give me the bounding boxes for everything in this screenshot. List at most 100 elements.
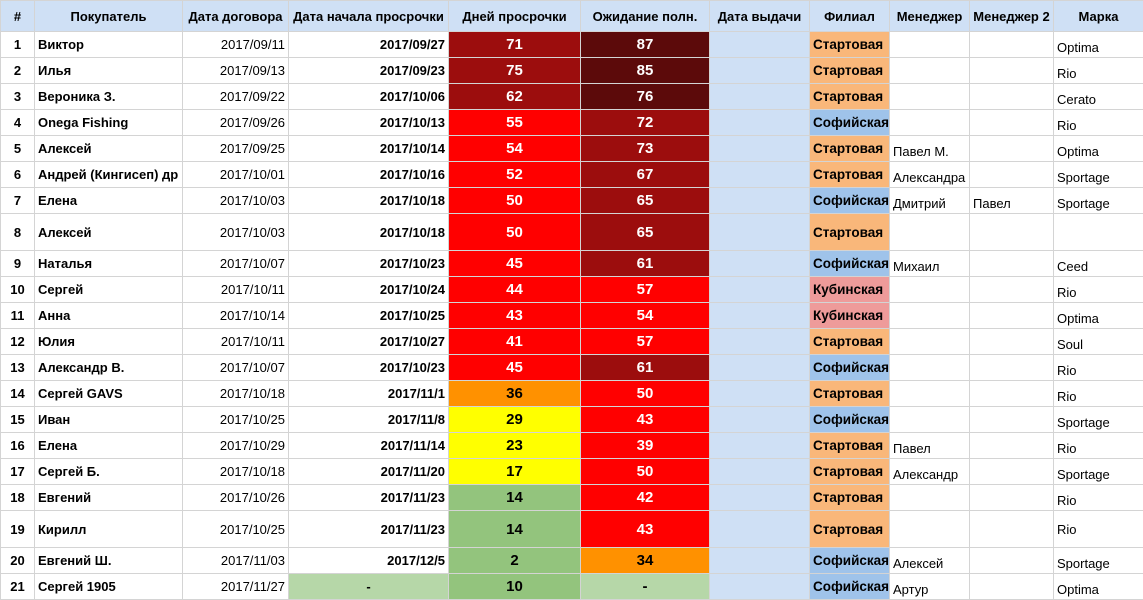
branch-cell[interactable]: Софийская	[810, 188, 890, 214]
branch-cell[interactable]: Кубинская	[810, 303, 890, 329]
buyer-cell[interactable]: Алексей	[35, 136, 183, 162]
manager2-cell[interactable]	[970, 355, 1054, 381]
overdue-days-cell[interactable]: 41	[449, 329, 581, 355]
row-number-cell[interactable]: 8	[1, 214, 35, 251]
header-branch[interactable]: Филиал	[810, 1, 890, 32]
overdue-days-cell[interactable]: 36	[449, 381, 581, 407]
row-number-cell[interactable]: 5	[1, 136, 35, 162]
branch-cell[interactable]: Стартовая	[810, 162, 890, 188]
contract-date-cell[interactable]: 2017/09/25	[183, 136, 289, 162]
branch-cell[interactable]: Стартовая	[810, 84, 890, 110]
branch-cell[interactable]: Стартовая	[810, 329, 890, 355]
issue-date-cell[interactable]	[710, 548, 810, 574]
brand-cell[interactable]: Sportage	[1054, 548, 1143, 574]
brand-cell[interactable]: Sportage	[1054, 407, 1143, 433]
manager2-cell[interactable]	[970, 511, 1054, 548]
issue-date-cell[interactable]	[710, 407, 810, 433]
branch-cell[interactable]: Стартовая	[810, 381, 890, 407]
manager2-cell[interactable]	[970, 574, 1054, 600]
contract-date-cell[interactable]: 2017/10/26	[183, 485, 289, 511]
manager-cell[interactable]	[890, 329, 970, 355]
branch-cell[interactable]: Кубинская	[810, 277, 890, 303]
contract-date-cell[interactable]: 2017/10/03	[183, 214, 289, 251]
header-brand[interactable]: Марка	[1054, 1, 1143, 32]
brand-cell[interactable]: Rio	[1054, 511, 1143, 548]
overdue-days-cell[interactable]: 14	[449, 485, 581, 511]
issue-date-cell[interactable]	[710, 511, 810, 548]
overdue-days-cell[interactable]: 23	[449, 433, 581, 459]
branch-cell[interactable]: Софийская	[810, 251, 890, 277]
row-number-cell[interactable]: 17	[1, 459, 35, 485]
buyer-cell[interactable]: Сергей	[35, 277, 183, 303]
branch-cell[interactable]: Софийская	[810, 407, 890, 433]
overdue-start-cell[interactable]: 2017/10/24	[289, 277, 449, 303]
manager2-cell[interactable]	[970, 433, 1054, 459]
issue-date-cell[interactable]	[710, 433, 810, 459]
buyer-cell[interactable]: Александр В.	[35, 355, 183, 381]
issue-date-cell[interactable]	[710, 329, 810, 355]
header-manager[interactable]: Менеджер	[890, 1, 970, 32]
issue-date-cell[interactable]	[710, 277, 810, 303]
manager-cell[interactable]: Павел	[890, 433, 970, 459]
contract-date-cell[interactable]: 2017/09/26	[183, 110, 289, 136]
overdue-start-cell[interactable]: 2017/10/18	[289, 188, 449, 214]
overdue-start-cell[interactable]: 2017/10/06	[289, 84, 449, 110]
row-number-cell[interactable]: 1	[1, 32, 35, 58]
contract-date-cell[interactable]: 2017/10/01	[183, 162, 289, 188]
buyer-cell[interactable]: Сергей 1905	[35, 574, 183, 600]
brand-cell[interactable]: Rio	[1054, 355, 1143, 381]
overdue-days-cell[interactable]: 75	[449, 58, 581, 84]
manager-cell[interactable]: Павел М.	[890, 136, 970, 162]
branch-cell[interactable]: Стартовая	[810, 459, 890, 485]
brand-cell[interactable]: Optima	[1054, 136, 1143, 162]
row-number-cell[interactable]: 13	[1, 355, 35, 381]
contract-date-cell[interactable]: 2017/09/22	[183, 84, 289, 110]
overdue-start-cell[interactable]: 2017/11/1	[289, 381, 449, 407]
wait-cell[interactable]: 43	[581, 511, 710, 548]
brand-cell[interactable]	[1054, 214, 1143, 251]
overdue-days-cell[interactable]: 45	[449, 251, 581, 277]
manager2-cell[interactable]	[970, 303, 1054, 329]
overdue-start-cell[interactable]: 2017/10/14	[289, 136, 449, 162]
overdue-days-cell[interactable]: 54	[449, 136, 581, 162]
overdue-start-cell[interactable]: -	[289, 574, 449, 600]
manager2-cell[interactable]	[970, 214, 1054, 251]
overdue-start-cell[interactable]: 2017/11/8	[289, 407, 449, 433]
row-number-cell[interactable]: 14	[1, 381, 35, 407]
brand-cell[interactable]: Rio	[1054, 58, 1143, 84]
brand-cell[interactable]: Rio	[1054, 110, 1143, 136]
branch-cell[interactable]: Стартовая	[810, 32, 890, 58]
manager2-cell[interactable]	[970, 459, 1054, 485]
manager-cell[interactable]: Алексей	[890, 548, 970, 574]
header-buyer[interactable]: Покупатель	[35, 1, 183, 32]
wait-cell[interactable]: 34	[581, 548, 710, 574]
row-number-cell[interactable]: 6	[1, 162, 35, 188]
manager-cell[interactable]	[890, 381, 970, 407]
overdue-start-cell[interactable]: 2017/12/5	[289, 548, 449, 574]
manager2-cell[interactable]	[970, 110, 1054, 136]
overdue-days-cell[interactable]: 52	[449, 162, 581, 188]
overdue-start-cell[interactable]: 2017/10/16	[289, 162, 449, 188]
manager-cell[interactable]: Артур	[890, 574, 970, 600]
manager2-cell[interactable]	[970, 407, 1054, 433]
manager-cell[interactable]	[890, 58, 970, 84]
brand-cell[interactable]: Ceed	[1054, 251, 1143, 277]
wait-cell[interactable]: 57	[581, 329, 710, 355]
brand-cell[interactable]: Cerato	[1054, 84, 1143, 110]
brand-cell[interactable]: Sportage	[1054, 188, 1143, 214]
overdue-days-cell[interactable]: 62	[449, 84, 581, 110]
issue-date-cell[interactable]	[710, 459, 810, 485]
contract-date-cell[interactable]: 2017/10/07	[183, 251, 289, 277]
row-number-cell[interactable]: 9	[1, 251, 35, 277]
wait-cell[interactable]: 65	[581, 214, 710, 251]
issue-date-cell[interactable]	[710, 58, 810, 84]
overdue-days-cell[interactable]: 2	[449, 548, 581, 574]
brand-cell[interactable]: Rio	[1054, 433, 1143, 459]
overdue-days-cell[interactable]: 50	[449, 214, 581, 251]
brand-cell[interactable]: Sportage	[1054, 459, 1143, 485]
buyer-cell[interactable]: Наталья	[35, 251, 183, 277]
manager2-cell[interactable]	[970, 485, 1054, 511]
issue-date-cell[interactable]	[710, 485, 810, 511]
contract-date-cell[interactable]: 2017/10/25	[183, 511, 289, 548]
buyer-cell[interactable]: Андрей (Кингисеп) др	[35, 162, 183, 188]
